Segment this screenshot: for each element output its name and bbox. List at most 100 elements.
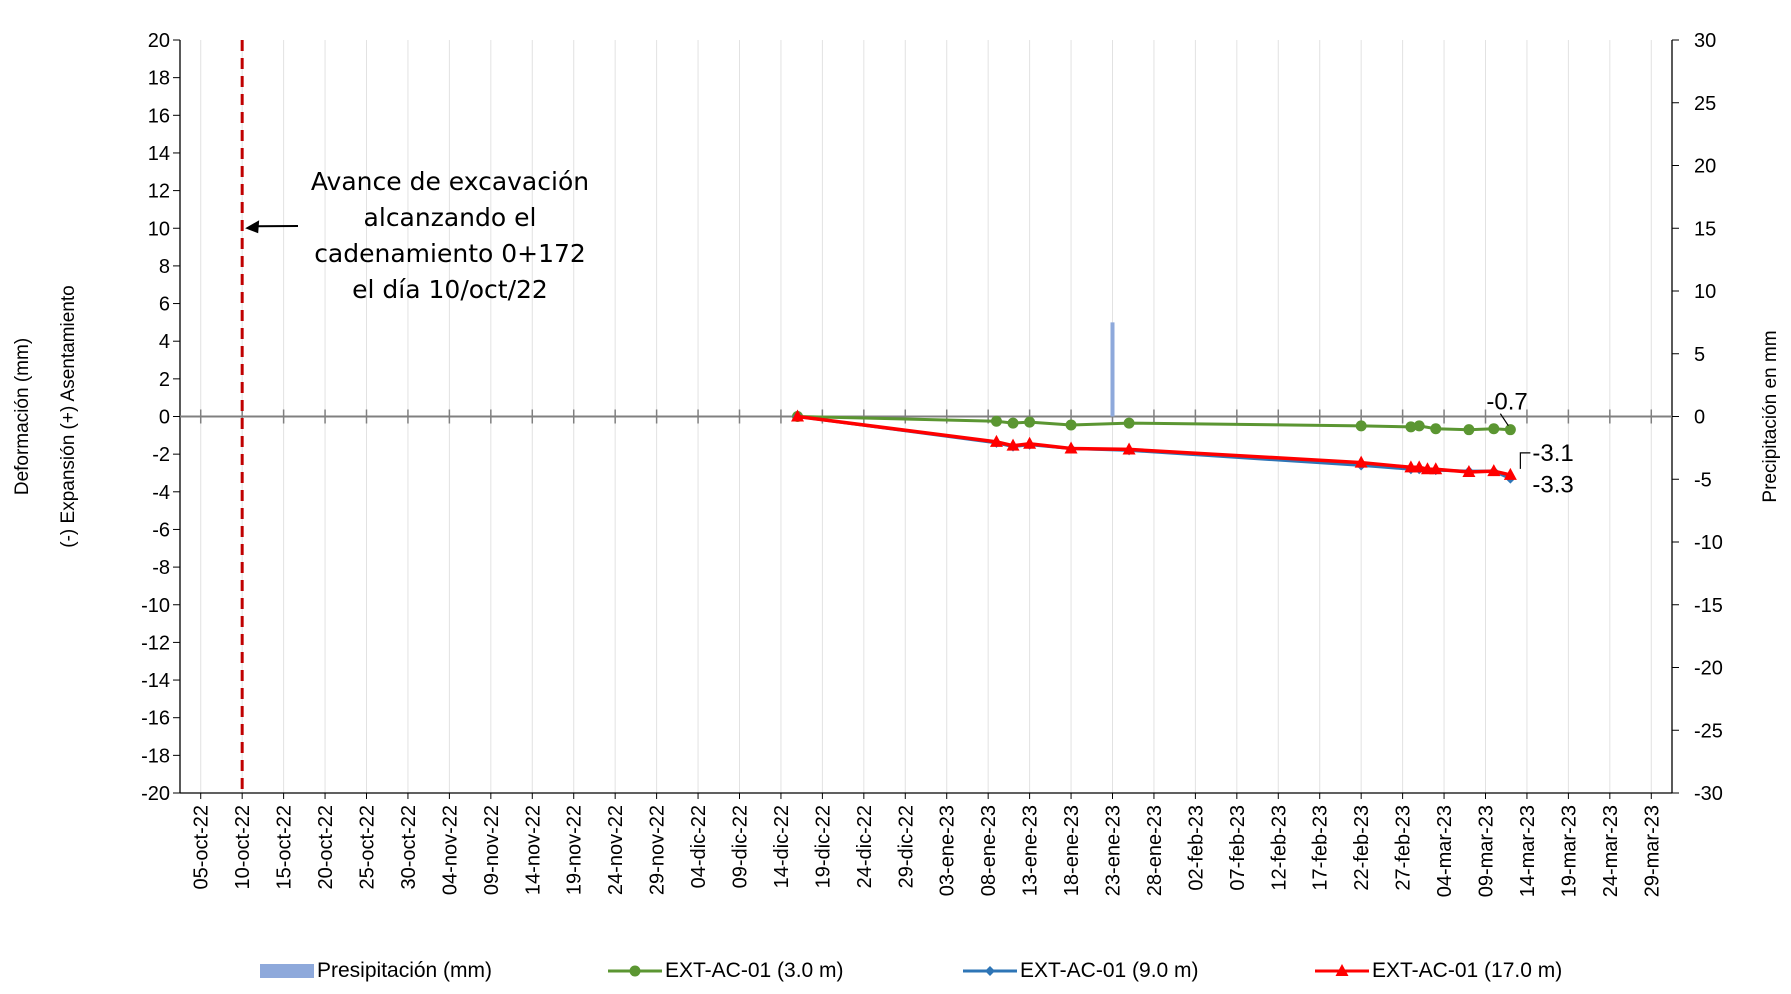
x-tick-label: 27-feb-23 [1393, 805, 1415, 891]
series-marker-circle [1124, 418, 1135, 429]
y-tick-label: -4 [152, 482, 170, 504]
precipitation-bar [1111, 322, 1115, 416]
axes [180, 40, 1672, 793]
data-label-last-value: -3.1 [1532, 440, 1573, 467]
x-tick-label: 30-oct-22 [398, 805, 420, 890]
y2-tick-label: 15 [1694, 218, 1716, 240]
x-tick-label: 17-feb-23 [1310, 805, 1332, 891]
y2-tick-label: 10 [1694, 281, 1716, 303]
x-tick-label: 12-feb-23 [1268, 805, 1290, 891]
series-marker-circle [1463, 424, 1474, 435]
x-tick-label: 18-ene-23 [1061, 805, 1083, 896]
y-tick-label: 12 [148, 181, 170, 203]
y-tick-label: -10 [141, 595, 170, 617]
x-tick-label: 02-feb-23 [1185, 805, 1207, 891]
series-marker-circle [1505, 424, 1516, 435]
y-tick-label: -16 [141, 708, 170, 730]
x-tick-label: 08-ene-23 [978, 805, 1000, 896]
y2-tick-label: -15 [1694, 595, 1723, 617]
x-tick-label: 04-mar-23 [1434, 805, 1456, 897]
y-axis-subtitle: (-) Expansión (+) Asentamiento [58, 285, 79, 547]
series-marker-circle [1414, 420, 1425, 431]
series-marker-circle [1356, 420, 1367, 431]
y2-tick-label: -10 [1694, 532, 1723, 554]
y-axis-title: Deformación (mm) [12, 338, 33, 495]
x-tick-label: 24-mar-23 [1600, 805, 1622, 897]
x-tick-label: 23-ene-23 [1103, 805, 1125, 896]
legend-label: EXT-AC-01 (17.0 m) [1372, 959, 1562, 982]
x-tick-label: 22-feb-23 [1351, 805, 1373, 891]
excavation-annotation-line: Avance de excavación [311, 167, 589, 196]
x-tick-label: 20-oct-22 [315, 805, 337, 890]
x-tick-label: 25-oct-22 [357, 805, 379, 890]
data-label-last-value: -0.7 [1486, 389, 1527, 416]
x-tick-label: 09-dic-22 [730, 805, 752, 888]
legend-label: EXT-AC-01 (3.0 m) [665, 959, 844, 982]
excavation-annotation-line: el día 10/oct/22 [352, 275, 548, 304]
series-marker-circle [1024, 417, 1035, 428]
y2-tick-label: 20 [1694, 156, 1716, 178]
y-axis-ticks: 20181614121086420-2-4-6-8-10-12-14-16-18… [141, 30, 180, 805]
series-marker-circle [630, 966, 641, 977]
data-label-leader [1520, 453, 1530, 469]
y-tick-label: -20 [141, 783, 170, 805]
y2-tick-label: -20 [1694, 658, 1723, 680]
x-tick-label: 14-dic-22 [771, 805, 793, 888]
data-label-last-value: -3.3 [1532, 472, 1573, 499]
x-tick-label: 03-ene-23 [937, 805, 959, 896]
legend-label: Presipitación (mm) [317, 959, 492, 982]
legend: Presipitación (mm) EXT-AC-01 (3.0 m) EXT-A… [260, 959, 1562, 982]
excavation-annotation-line: cadenamiento 0+172 [314, 239, 586, 268]
data-labels: -0.7-3.1 -3.3 [1486, 389, 1573, 499]
y-tick-label: 20 [148, 30, 170, 52]
y-tick-label: 8 [159, 256, 170, 278]
y-tick-label: -6 [152, 519, 170, 541]
x-tick-label: 24-dic-22 [854, 805, 876, 888]
legend-label: EXT-AC-01 (9.0 m) [1020, 959, 1199, 982]
x-tick-label: 28-ene-23 [1144, 805, 1166, 896]
x-tick-label: 29-dic-22 [895, 805, 917, 888]
series-marker-circle [1488, 423, 1499, 434]
x-tick-label: 09-nov-22 [481, 805, 503, 895]
x-tick-label: 19-dic-22 [812, 805, 834, 888]
y2-tick-label: 0 [1694, 407, 1705, 429]
y-tick-label: 14 [148, 143, 170, 165]
x-tick-label: 24-nov-22 [605, 805, 627, 895]
y-tick-label: -8 [152, 557, 170, 579]
y2-tick-label: 5 [1694, 344, 1705, 366]
y-tick-label: 18 [148, 68, 170, 90]
x-tick-label: 14-nov-22 [522, 805, 544, 895]
x-tick-label: 29-mar-23 [1641, 805, 1663, 897]
y-tick-label: 10 [148, 218, 170, 240]
x-tick-label: 13-ene-23 [1020, 805, 1042, 896]
y-tick-label: -12 [141, 632, 170, 654]
y-tick-label: 2 [159, 369, 170, 391]
x-tick-label: 19-nov-22 [564, 805, 586, 895]
x-tick-label: 29-nov-22 [647, 805, 669, 895]
legend-swatch-precipitation [260, 964, 314, 978]
precipitation-bars [1111, 322, 1115, 416]
x-tick-label: 04-dic-22 [688, 805, 710, 888]
y-tick-label: -14 [141, 670, 170, 692]
x-tick-label: 04-nov-22 [439, 805, 461, 895]
y-tick-label: 6 [159, 294, 170, 316]
y2-tick-label: -25 [1694, 720, 1723, 742]
y-tick-label: -2 [152, 444, 170, 466]
y-tick-label: 16 [148, 105, 170, 127]
series-marker-circle [1008, 418, 1019, 429]
annotation-arrowhead [245, 220, 259, 233]
x-tick-label: 19-mar-23 [1558, 805, 1580, 897]
x-tick-label: 15-oct-22 [274, 805, 296, 890]
series-marker-circle [1066, 419, 1077, 430]
series-marker-circle [1430, 423, 1441, 434]
x-tick-label: 14-mar-23 [1517, 805, 1539, 897]
y2-axis-title: Precipitación en mm [1760, 330, 1781, 502]
x-tick-label: 09-mar-23 [1476, 805, 1498, 897]
y2-tick-label: 30 [1694, 30, 1716, 52]
x-tick-label: 05-oct-22 [191, 805, 213, 890]
series-marker-circle [991, 416, 1002, 427]
